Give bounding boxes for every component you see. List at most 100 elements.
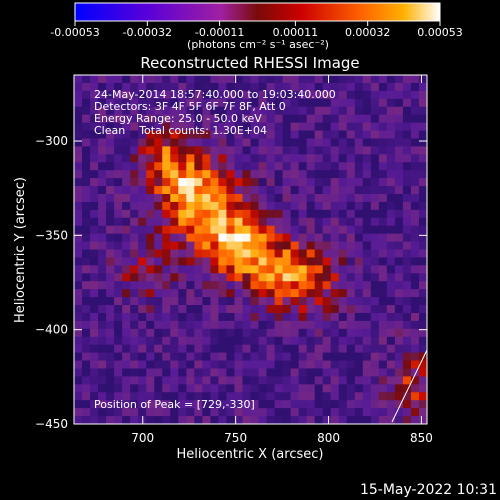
heatmap-cell — [386, 416, 396, 424]
heatmap-cell — [218, 122, 228, 132]
heatmap-cell — [114, 241, 123, 251]
heatmap-cell — [186, 312, 195, 322]
heatmap-cell — [274, 186, 284, 195]
heatmap-cell — [90, 289, 99, 298]
heatmap-cell — [418, 336, 427, 346]
heatmap-cell — [290, 233, 300, 243]
heatmap-cell — [154, 352, 163, 362]
heatmap-cell — [186, 376, 195, 385]
heatmap-cell — [242, 281, 252, 290]
heatmap-cell — [98, 400, 107, 409]
heatmap-cell — [274, 328, 284, 338]
heatmap-cell — [346, 336, 356, 346]
chart-title: Reconstructed RHESSI Image — [140, 54, 359, 72]
heatmap-cell — [250, 82, 260, 92]
heatmap-cell — [146, 162, 155, 171]
heatmap-cell — [250, 186, 260, 195]
heatmap-cell — [202, 344, 211, 354]
heatmap-cell — [250, 265, 260, 274]
heatmap-cell — [178, 408, 187, 417]
heatmap-cell — [354, 82, 364, 92]
heatmap-cell — [370, 217, 380, 227]
heatmap-cell — [378, 98, 388, 108]
heatmap-cell — [338, 154, 348, 163]
heatmap-cell — [170, 312, 179, 322]
heatmap-cell — [114, 297, 123, 306]
heatmap-cell — [194, 281, 203, 290]
heatmap-cell — [194, 273, 203, 282]
heatmap-cell — [378, 114, 388, 124]
heatmap-cell — [274, 122, 284, 132]
heatmap-cell — [346, 273, 356, 282]
heatmap-cell — [338, 257, 348, 266]
heatmap-cell — [114, 106, 123, 116]
heatmap-cell — [194, 384, 203, 393]
heatmap-cell — [242, 225, 252, 235]
heatmap-cell — [410, 154, 420, 163]
heatmap-cell — [186, 178, 195, 187]
heatmap-cell — [154, 241, 163, 251]
heatmap-cell — [146, 344, 155, 354]
heatmap-cell — [162, 154, 171, 163]
heatmap-cell — [242, 170, 252, 179]
heatmap-cell — [178, 217, 187, 227]
heatmap-cell — [90, 122, 99, 132]
heatmap-cell — [338, 193, 348, 203]
heatmap-cell — [98, 138, 107, 147]
heatmap-cell — [394, 289, 404, 298]
heatmap-cell — [322, 75, 332, 84]
heatmap-cell — [330, 281, 340, 290]
heatmap-cell — [210, 368, 220, 378]
heatmap-cell — [122, 201, 131, 211]
heatmap-cell — [202, 193, 211, 203]
heatmap-cell — [370, 154, 380, 163]
heatmap-cell — [98, 273, 107, 282]
heatmap-cell — [186, 249, 195, 259]
heatmap-cell — [162, 273, 171, 282]
heatmap-cell — [290, 297, 300, 306]
heatmap-cell — [410, 241, 420, 251]
heatmap-cell — [282, 281, 292, 290]
heatmap-cell — [82, 154, 91, 163]
heatmap-cell — [210, 138, 220, 147]
heatmap-cell — [378, 336, 388, 346]
heatmap-cell — [306, 186, 316, 195]
heatmap-cell — [362, 201, 372, 211]
heatmap-cell — [378, 162, 388, 171]
heatmap-cell — [378, 106, 388, 116]
heatmap-cell — [194, 186, 203, 195]
heatmap-cell — [130, 122, 139, 132]
heatmap-cell — [386, 106, 396, 116]
heatmap-cell — [194, 106, 203, 116]
heatmap-cell — [346, 289, 356, 298]
heatmap-cell — [186, 281, 195, 290]
heatmap-cell — [370, 400, 380, 409]
heatmap-cell — [218, 336, 228, 346]
heatmap-cell — [314, 360, 324, 370]
heatmap-cell — [194, 344, 203, 354]
heatmap-cell — [410, 146, 420, 155]
heatmap-cell — [418, 201, 427, 211]
heatmap-cell — [90, 265, 99, 274]
heatmap-cell — [98, 162, 107, 171]
limb-line — [391, 349, 428, 423]
heatmap-cell — [170, 257, 179, 266]
heatmap-cell — [194, 233, 203, 243]
heatmap-cell — [402, 154, 412, 163]
heatmap-cell — [314, 201, 324, 211]
heatmap-cell — [322, 186, 332, 195]
heatmap-cell — [378, 122, 388, 132]
heatmap-cell — [218, 162, 228, 171]
heatmap-cell — [322, 368, 332, 378]
heatmap-cell — [330, 249, 340, 259]
heatmap-cell — [354, 384, 364, 393]
info-time-range: 24-May-2014 18:57:40.000 to 19:03:40.000 — [94, 88, 336, 101]
heatmap-cell — [394, 249, 404, 259]
heatmap-cell — [290, 257, 300, 266]
heatmap-cell — [290, 249, 300, 259]
heatmap-cell — [250, 225, 260, 235]
heatmap-cell — [322, 281, 332, 290]
heatmap-cell — [266, 273, 276, 282]
heatmap-cell — [362, 233, 372, 243]
heatmap-cell — [322, 320, 332, 330]
